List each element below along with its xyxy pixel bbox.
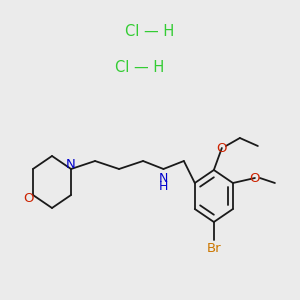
Text: Cl — H: Cl — H: [115, 60, 164, 75]
Text: O: O: [217, 142, 227, 154]
Text: N: N: [159, 172, 168, 185]
Text: Br: Br: [206, 242, 221, 254]
Text: H: H: [159, 179, 168, 193]
Text: O: O: [24, 193, 34, 206]
Text: N: N: [66, 158, 76, 170]
Text: O: O: [250, 172, 260, 184]
Text: Cl — H: Cl — H: [125, 24, 175, 39]
